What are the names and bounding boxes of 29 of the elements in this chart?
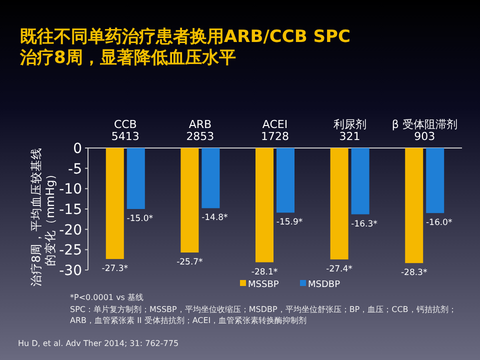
data-label: -28.1* [251, 267, 278, 278]
data-label: -28.3* [400, 268, 428, 278]
text: Hu D, et al. Adv Ther 2014; 31: 762-775 [18, 338, 180, 349]
y-axis-title: 治疗8周，平均血压较基线的变化（mmHg） [29, 147, 57, 287]
data-label: -16.0* [426, 218, 452, 228]
x-tick-label: CCB 5413 [111, 118, 140, 143]
x-tick-label: β 受体阻滞剂 903 [392, 118, 458, 143]
y-tick-label: 0 [73, 141, 82, 157]
data-label: -15.9* [276, 218, 303, 228]
data-label: -27.4* [326, 264, 352, 274]
text: *P<0.0001 vs 基线 [70, 292, 145, 303]
x-tick-label: 利尿剂 321 [333, 118, 366, 143]
data-label: -27.3* [102, 264, 128, 274]
data-label: -15.0* [126, 214, 154, 224]
y-tick-label: -5 [68, 161, 82, 178]
data-label: -16.3* [351, 219, 378, 230]
x-tick-label: ACEI 1728 [261, 118, 289, 143]
chart-title: 既往不同单药治疗患者换用ARB/CCB SPC 治疗8周，显著降低血压水平 [19, 27, 350, 68]
y-tick-label: -15 [59, 202, 82, 218]
legend-label: MSDBP [308, 280, 341, 290]
x-tick-label: ARB 2853 [186, 118, 214, 143]
y-tick-label: -20 [59, 222, 82, 238]
y-tick-label: -10 [59, 182, 82, 198]
text: SPC：单片复方制剂；MSSBP，平均坐位收缩压；MSDBP，平均坐位舒张压；BP，血压；CCB，钙拮抗剂；ARB，血管紧张素 II 受体拮抗剂；ACEI，血管紧张素转换酶抑制剂 [70, 304, 458, 326]
y-tick-label: -25 [59, 242, 82, 259]
data-label: -25.7* [176, 258, 203, 268]
legend-label: MSSBP [248, 280, 280, 290]
data-label: -14.8* [202, 213, 228, 224]
y-tick-label: -30 [59, 263, 82, 279]
